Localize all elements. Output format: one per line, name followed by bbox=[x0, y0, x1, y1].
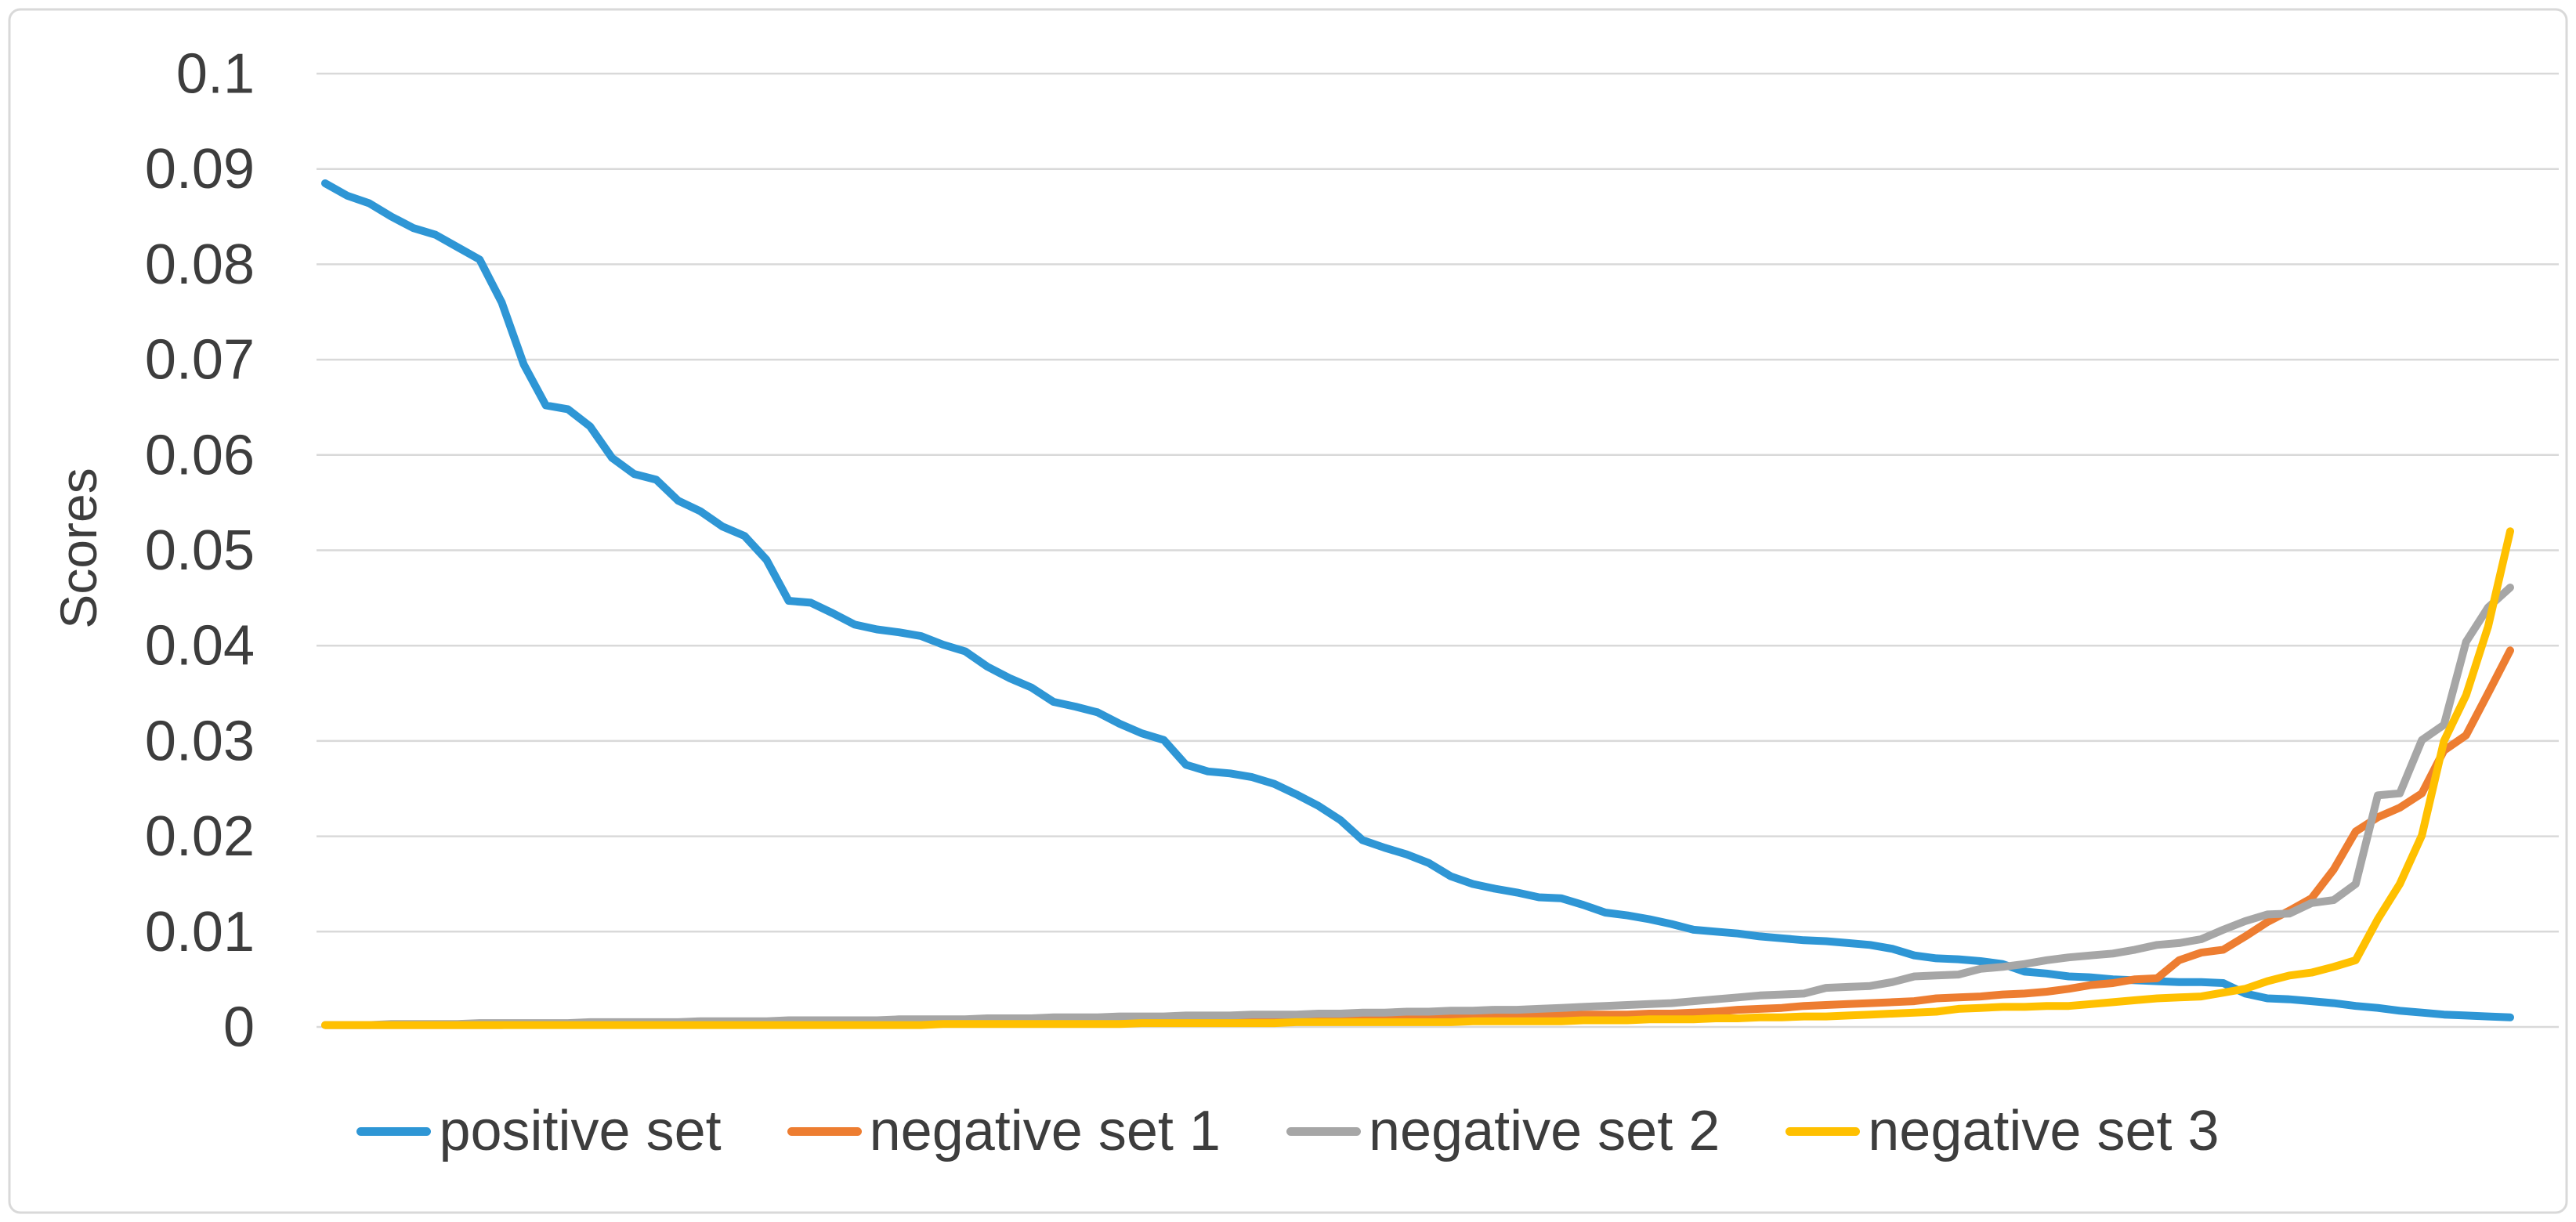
y-axis-tick-labels-group: 0 0.01 0.02 0.03 0.04 0.05 0.06 0.07 0.08 0.09 0.1 bbox=[145, 42, 255, 1058]
chart-border bbox=[8, 8, 2568, 1214]
y-axis-tick-label: 0.04 bbox=[145, 615, 255, 678]
y-axis-tick-label: 0.05 bbox=[145, 519, 255, 582]
chart-border-group bbox=[8, 8, 2568, 1214]
y-axis-title: Scores bbox=[49, 468, 107, 628]
series-line-negative-set-3 bbox=[321, 527, 2514, 1029]
y-axis-tick-label: 0.08 bbox=[145, 233, 255, 296]
y-axis-tick-label: 0.07 bbox=[145, 329, 255, 392]
y-axis-tick-label: 0.1 bbox=[176, 42, 255, 105]
y-axis-tick-label: 0.06 bbox=[145, 424, 255, 486]
gridlines-group bbox=[317, 72, 2559, 1029]
y-axis-tick-label: 0.09 bbox=[145, 138, 255, 201]
y-axis-tick-label: 0.03 bbox=[145, 710, 255, 772]
y-axis-tick-label: 0.01 bbox=[145, 901, 255, 964]
series-lines-group bbox=[321, 179, 2514, 1029]
y-axis-tick-label: 0 bbox=[223, 996, 255, 1058]
series-line-positive-set bbox=[321, 179, 2514, 1021]
series-line-negative-set-1 bbox=[321, 646, 2514, 1029]
y-axis-tick-label: 0.02 bbox=[145, 805, 255, 868]
